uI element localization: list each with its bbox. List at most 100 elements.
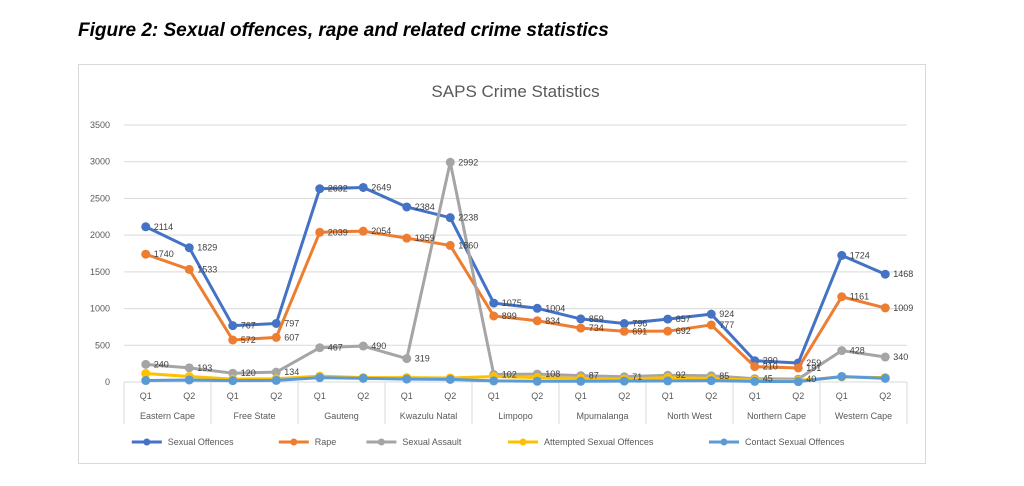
data-label: 45 xyxy=(763,374,773,384)
data-label: 924 xyxy=(719,309,734,319)
x-tick-label-quarter: Q1 xyxy=(314,391,326,401)
data-point xyxy=(663,376,673,386)
data-point xyxy=(141,359,151,369)
data-point xyxy=(880,352,890,362)
data-point xyxy=(141,222,151,232)
x-tick-label-group: Limpopo xyxy=(498,411,533,421)
data-point xyxy=(445,157,455,167)
x-tick-label-quarter: Q2 xyxy=(183,391,195,401)
data-point xyxy=(576,314,586,324)
series-line xyxy=(145,185,886,365)
data-point xyxy=(489,376,499,386)
data-label: 859 xyxy=(589,314,604,324)
data-label: 734 xyxy=(589,323,604,333)
data-label: 210 xyxy=(763,362,778,372)
data-point xyxy=(315,343,325,353)
y-tick-label: 1000 xyxy=(90,304,110,314)
data-label: 259 xyxy=(806,358,821,368)
data-point xyxy=(663,314,673,324)
x-tick-label-group: Kwazulu Natal xyxy=(400,411,458,421)
data-label: 290 xyxy=(763,356,778,366)
data-point xyxy=(532,303,542,313)
data-label: 797 xyxy=(284,318,299,328)
data-point xyxy=(880,269,890,279)
data-label: 191 xyxy=(806,363,821,373)
data-label: 691 xyxy=(632,326,647,336)
data-point xyxy=(489,311,499,321)
data-point xyxy=(880,373,890,383)
data-point xyxy=(445,240,455,250)
data-point xyxy=(445,374,455,384)
x-tick-label-quarter: Q1 xyxy=(662,391,674,401)
chart-frame: SAPS Crime Statistics 0 500 1000 1500 2000 250… xyxy=(78,64,926,464)
data-label: 1468 xyxy=(893,269,913,279)
data-label: 428 xyxy=(850,346,865,356)
data-label: 777 xyxy=(719,320,734,330)
data-label: 85 xyxy=(719,371,729,381)
data-point xyxy=(315,227,325,237)
data-point xyxy=(402,374,412,384)
data-point xyxy=(271,367,281,377)
data-label: 134 xyxy=(284,367,299,377)
data-point xyxy=(228,376,238,386)
data-label: 572 xyxy=(241,335,256,345)
data-point xyxy=(184,264,194,274)
chart-title: SAPS Crime Statistics xyxy=(431,82,599,101)
data-label: 857 xyxy=(676,314,691,324)
data-point xyxy=(271,332,281,342)
data-label: 1724 xyxy=(850,250,870,260)
x-tick-label-quarter: Q1 xyxy=(401,391,413,401)
data-label: 2039 xyxy=(328,227,348,237)
data-point xyxy=(837,292,847,302)
data-point xyxy=(837,371,847,381)
data-point xyxy=(402,233,412,243)
x-tick-label-quarter: Q2 xyxy=(879,391,891,401)
data-label: 692 xyxy=(676,326,691,336)
legend-label: Rape xyxy=(315,437,337,447)
data-point xyxy=(358,182,368,192)
data-point xyxy=(402,354,412,364)
x-tick-label-quarter: Q1 xyxy=(575,391,587,401)
legend-label: Contact Sexual Offences xyxy=(745,437,845,447)
y-tick-label: 2500 xyxy=(90,193,110,203)
x-tick-label-group: Northern Cape xyxy=(747,411,806,421)
data-point xyxy=(228,335,238,345)
data-point xyxy=(619,376,629,386)
data-point xyxy=(358,226,368,236)
x-tick-label-quarter: Q2 xyxy=(531,391,543,401)
data-label: 87 xyxy=(589,371,599,381)
data-point xyxy=(228,321,238,331)
y-tick-label: 500 xyxy=(95,340,110,350)
data-point xyxy=(271,375,281,385)
y-tick-label: 1500 xyxy=(90,267,110,277)
data-label: 467 xyxy=(328,343,343,353)
x-tick-label-group: North West xyxy=(667,411,712,421)
data-label: 2054 xyxy=(371,226,391,236)
legend-marker xyxy=(377,438,385,446)
data-point xyxy=(141,249,151,259)
line-chart: SAPS Crime Statistics 0 500 1000 1500 2000 250… xyxy=(90,82,913,447)
data-point xyxy=(532,376,542,386)
y-tick-label: 0 xyxy=(105,377,110,387)
data-point xyxy=(184,243,194,253)
x-tick-label-quarter: Q2 xyxy=(792,391,804,401)
data-label: 1860 xyxy=(458,240,478,250)
data-label: 1829 xyxy=(197,243,217,253)
x-tick-label-group: Mpumalanga xyxy=(576,411,628,421)
x-tick-label-quarter: Q1 xyxy=(836,391,848,401)
data-point xyxy=(315,373,325,383)
data-point xyxy=(619,326,629,336)
data-label: 319 xyxy=(415,354,430,364)
data-label: 240 xyxy=(154,359,169,369)
x-tick-label-quarter: Q2 xyxy=(444,391,456,401)
data-point xyxy=(576,323,586,333)
data-label: 2384 xyxy=(415,202,435,212)
data-label: 490 xyxy=(371,341,386,351)
data-label: 2649 xyxy=(371,182,391,192)
data-label: 607 xyxy=(284,332,299,342)
data-point xyxy=(402,202,412,212)
data-label: 834 xyxy=(545,316,560,326)
x-tick-label-group: Eastern Cape xyxy=(140,411,195,421)
legend-marker xyxy=(290,438,298,446)
legend-marker xyxy=(143,438,151,446)
